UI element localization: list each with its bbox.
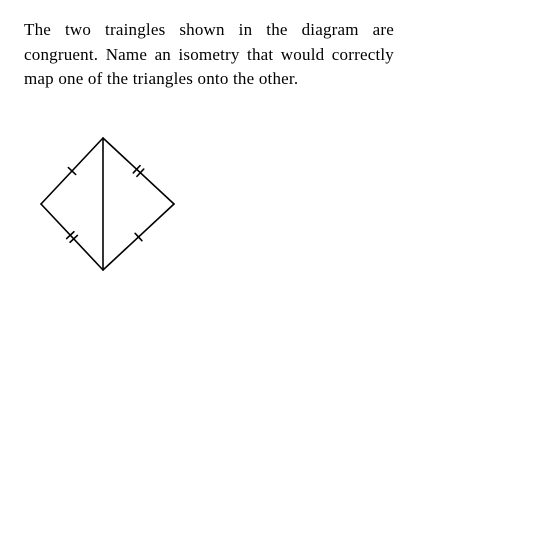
triangles-diagram <box>26 126 186 286</box>
diagram-container <box>26 126 515 286</box>
diagram-edges <box>41 138 174 270</box>
diagram-ticks <box>67 166 144 243</box>
question-text: The two traingles shown in the diagram a… <box>24 18 394 92</box>
